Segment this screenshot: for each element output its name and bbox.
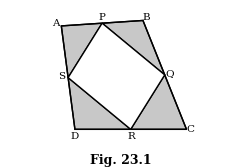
Text: Fig. 23.1: Fig. 23.1 <box>90 154 151 166</box>
Polygon shape <box>68 78 131 129</box>
Text: D: D <box>70 132 78 141</box>
Text: P: P <box>98 13 105 22</box>
Polygon shape <box>61 23 102 78</box>
Text: Q: Q <box>166 69 174 78</box>
Text: S: S <box>58 72 65 81</box>
Polygon shape <box>68 23 165 129</box>
Text: B: B <box>142 13 150 22</box>
Polygon shape <box>102 20 165 75</box>
Text: C: C <box>187 125 194 134</box>
Text: R: R <box>127 132 135 141</box>
Text: A: A <box>52 19 60 28</box>
Polygon shape <box>131 75 187 129</box>
